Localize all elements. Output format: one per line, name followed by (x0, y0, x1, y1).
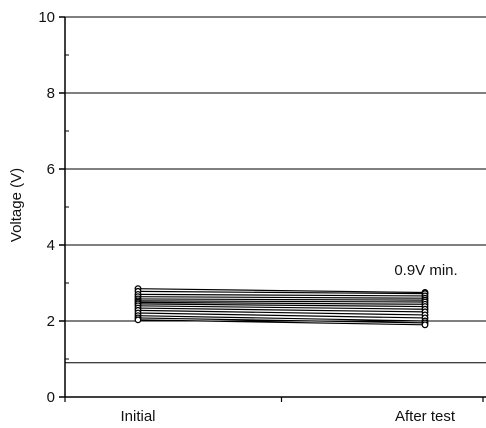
data-point (421, 321, 429, 329)
series-line (137, 305, 426, 310)
series-line (137, 290, 426, 295)
y-axis-label: Voltage (V) (8, 168, 25, 242)
series-line (137, 312, 426, 319)
series-line (137, 298, 426, 301)
y-tick-label: 6 (47, 161, 55, 178)
axes (59, 16, 486, 402)
series-line (137, 300, 426, 303)
series-line (137, 315, 426, 322)
series-line (137, 293, 426, 297)
x-category-label: Initial (120, 408, 155, 425)
y-tick-label: 4 (47, 237, 55, 254)
series-line (137, 307, 426, 313)
series-line (137, 319, 426, 326)
series-line (137, 309, 426, 316)
data-point (134, 316, 142, 324)
y-tick-label: 10 (38, 9, 55, 26)
series-line (137, 303, 426, 308)
x-category-label: After test (395, 408, 456, 425)
series-line (137, 317, 426, 324)
threshold-annotation: 0.9V min. (394, 262, 457, 279)
series-line (137, 301, 426, 305)
y-tick-label: 8 (47, 85, 55, 102)
series-lines (134, 285, 429, 329)
series-line (137, 296, 426, 299)
tick-labels: 0 2 4 6 8 10 Initial After test (38, 9, 456, 425)
y-tick-label: 0 (47, 389, 55, 406)
y-tick-label: 2 (47, 313, 55, 330)
series-line (137, 288, 426, 294)
